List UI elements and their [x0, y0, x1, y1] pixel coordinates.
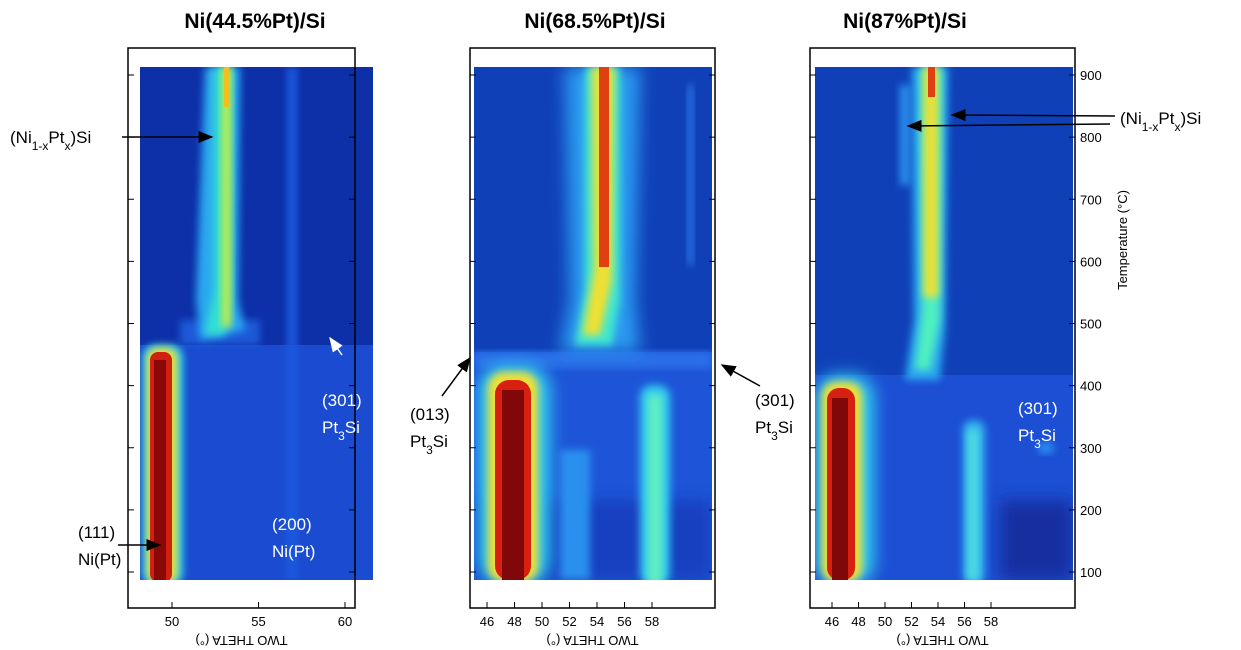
annotation: (111) [78, 523, 115, 542]
panel-title: Ni(87%Pt)/Si [843, 10, 967, 33]
annotation-text: Si [433, 432, 448, 451]
y-tick-label: 900 [1080, 68, 1102, 83]
x-tick-label: 54 [931, 614, 945, 629]
y-tick-label: 800 [1080, 130, 1102, 145]
annotation: (301) [1018, 399, 1058, 418]
x-tick-label: 46 [825, 614, 839, 629]
annotation: (Ni1-xPtx)Si [1120, 109, 1201, 134]
annotation-text: Pt [755, 418, 771, 437]
heatmap [140, 67, 373, 580]
annotation-text: (Ni [1120, 109, 1142, 128]
annotation-text: Pt [410, 432, 426, 451]
x-axis-label: TWO THETA (°) [896, 633, 988, 648]
annotation: (Ni1-xPtx)Si [10, 128, 91, 153]
frame [809, 47, 1076, 609]
y-tick-label: 400 [1080, 379, 1102, 394]
annotation-text: 3 [1034, 437, 1041, 451]
annotation-text: (301) [1018, 399, 1058, 418]
annotation-text: )Si [70, 128, 91, 147]
arrows [118, 109, 1116, 551]
x-tick-label: 60 [338, 614, 352, 629]
annotation-text: Pt [48, 128, 64, 147]
annotation-text: Pt [322, 418, 338, 437]
annotation: (200) [272, 515, 312, 534]
annotation-text: 3 [771, 429, 778, 443]
annotation-text: (301) [322, 391, 362, 410]
y-tick-label: 600 [1080, 254, 1102, 269]
annotation: Pt3Si [410, 432, 448, 457]
annotation-text: 3 [426, 443, 433, 457]
y-axis-label: Temperature (°C) [1115, 190, 1130, 290]
annotation-text: Ni(Pt) [272, 542, 315, 561]
annotation-text: 1-x [32, 139, 49, 153]
annotation-text: x [64, 139, 70, 153]
annotation: Pt3Si [755, 418, 793, 443]
annotation-text: (Ni [10, 128, 32, 147]
y-tick-label: 200 [1080, 503, 1102, 518]
frame [127, 47, 356, 609]
x-tick-label: 48 [507, 614, 521, 629]
annotation: Ni(Pt) [78, 550, 121, 569]
annotation-text: Pt [1018, 426, 1034, 445]
annotation-text: 1-x [1142, 120, 1159, 134]
heatmap [474, 67, 712, 580]
annotation-text: Pt [1158, 109, 1174, 128]
annotation-text: Si [345, 418, 360, 437]
x-tick-label: 54 [590, 614, 604, 629]
annotation-text: Ni(Pt) [78, 550, 121, 569]
panel-title: Ni(68.5%Pt)/Si [524, 10, 665, 33]
x-tick-label: 50 [878, 614, 892, 629]
x-axis-label: TWO THETA (°) [546, 633, 638, 648]
annotation-text: (301) [755, 391, 795, 410]
x-tick-label: 48 [851, 614, 865, 629]
annotation: (301) [755, 391, 795, 410]
x-tick-label: 50 [535, 614, 549, 629]
y-tick-label: 100 [1080, 565, 1102, 580]
annotation-text: x [1174, 120, 1180, 134]
annotation: (301) [322, 391, 362, 410]
annotation-text: (013) [410, 405, 450, 424]
annotation-text: Si [778, 418, 793, 437]
annotation-text: (200) [272, 515, 312, 534]
x-tick-label: 56 [957, 614, 971, 629]
annotation: Pt3Si [322, 418, 360, 443]
x-tick-label: 50 [165, 614, 179, 629]
panel-title: Ni(44.5%Pt)/Si [184, 10, 325, 33]
x-tick-label: 52 [562, 614, 576, 629]
x-tick-label: 58 [984, 614, 998, 629]
annotation: (013) [410, 405, 450, 424]
annotation: Ni(Pt) [272, 542, 315, 561]
frame [469, 47, 716, 609]
heatmap [815, 67, 1073, 580]
x-tick-label: 56 [617, 614, 631, 629]
annotation-text: )Si [1180, 109, 1201, 128]
y-tick-label: 500 [1080, 317, 1102, 332]
annotation-text: 3 [338, 429, 345, 443]
x-tick-label: 46 [480, 614, 494, 629]
y-tick-label: 300 [1080, 441, 1102, 456]
y-tick-label: 700 [1080, 192, 1102, 207]
x-axis-label: TWO THETA (°) [195, 633, 287, 648]
annotation-text: Si [1041, 426, 1056, 445]
x-tick-label: 52 [904, 614, 918, 629]
annotation-text: (111) [78, 523, 115, 542]
x-tick-label: 58 [645, 614, 659, 629]
annotation: Pt3Si [1018, 426, 1056, 451]
x-tick-label: 55 [251, 614, 265, 629]
